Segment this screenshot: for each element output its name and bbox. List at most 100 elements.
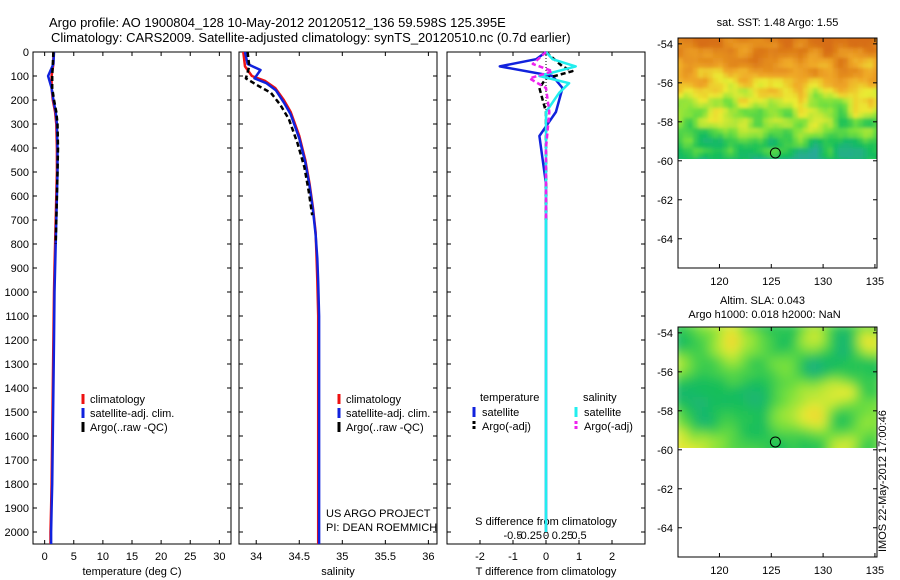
- heatmap-cell: [873, 83, 877, 89]
- heatmap-cell: [748, 352, 754, 358]
- heatmap-cell: [858, 38, 864, 44]
- heatmap-cell: [738, 402, 744, 408]
- heatmap-cell: [793, 437, 799, 443]
- heatmap-cell: [868, 332, 874, 338]
- heatmap-cell: [683, 422, 689, 428]
- x-tick-label: 2: [609, 551, 615, 563]
- heatmap-cell: [753, 417, 759, 423]
- heatmap-cell: [793, 427, 799, 433]
- heatmap-cell: [783, 103, 789, 109]
- heatmap-cell: [728, 53, 734, 59]
- heatmap-cell: [763, 327, 769, 333]
- heatmap-cell: [683, 432, 689, 438]
- heatmap-cell: [728, 158, 734, 159]
- heatmap-cell: [733, 128, 739, 134]
- heatmap-cell: [793, 432, 799, 438]
- heatmap-cell: [738, 93, 744, 99]
- series-line-salinity-argo-adj-: [528, 51, 554, 220]
- heatmap-cell: [688, 397, 694, 403]
- heatmap-cell: [813, 412, 819, 418]
- heatmap-cell: [823, 362, 829, 368]
- heatmap-cell: [783, 392, 789, 398]
- x-tick-label: 0: [543, 551, 549, 563]
- heatmap-cell: [828, 148, 834, 154]
- heatmap-cell: [858, 357, 864, 363]
- heatmap-cell: [793, 417, 799, 423]
- heatmap-cell: [758, 83, 764, 89]
- heatmap-cell: [853, 133, 859, 139]
- heatmap-cell: [833, 447, 839, 448]
- heatmap-cell: [848, 98, 854, 104]
- heatmap-cell: [808, 128, 814, 134]
- heatmap-cell: [843, 417, 849, 423]
- heatmap-cell: [718, 417, 724, 423]
- heatmap-cell: [828, 58, 834, 64]
- heatmap-cell: [768, 397, 774, 403]
- heatmap-cell: [733, 412, 739, 418]
- heatmap-cell: [758, 128, 764, 134]
- heatmap-cell: [773, 138, 779, 144]
- heatmap-cell: [843, 402, 849, 408]
- heatmap-cell: [703, 372, 709, 378]
- heatmap-cell: [728, 352, 734, 358]
- credit-project: US ARGO PROJECT: [326, 508, 431, 520]
- heatmap-cell: [823, 88, 829, 94]
- heatmap-cell: [783, 412, 789, 418]
- heatmap-cell: [783, 442, 789, 448]
- heatmap-cell: [793, 342, 799, 348]
- heatmap-cell: [873, 402, 877, 408]
- heatmap-cell: [698, 382, 704, 388]
- heatmap-cell: [848, 342, 854, 348]
- heatmap-cell: [808, 357, 814, 363]
- heatmap-cell: [733, 397, 739, 403]
- heatmap-cell: [793, 392, 799, 398]
- heatmap-cell: [758, 412, 764, 418]
- heatmap-cell: [728, 367, 734, 373]
- heatmap-cell: [778, 153, 784, 159]
- heatmap-cell: [818, 352, 824, 358]
- heatmap-cell: [823, 73, 829, 79]
- heatmap-cell: [768, 118, 774, 124]
- heatmap-cell: [848, 63, 854, 69]
- heatmap-cell: [783, 447, 789, 448]
- heatmap-cell: [758, 103, 764, 109]
- heatmap-cell: [738, 68, 744, 74]
- heatmap-cell: [718, 88, 724, 94]
- heatmap-cell: [718, 113, 724, 119]
- heatmap-cell: [853, 422, 859, 428]
- x-tick-label: 35.5: [375, 551, 396, 563]
- heatmap-cell: [823, 138, 829, 144]
- heatmap-cell: [878, 372, 884, 378]
- y-tick-label: 1700: [5, 455, 29, 467]
- heatmap-cell: [798, 407, 804, 413]
- heatmap-cell: [743, 357, 749, 363]
- heatmap-cell: [718, 442, 724, 448]
- heatmap-cell: [818, 158, 824, 159]
- heatmap-cell: [853, 38, 859, 44]
- heatmap-cell: [688, 407, 694, 413]
- heatmap-cell: [693, 118, 699, 124]
- heatmap-cell: [833, 153, 839, 159]
- heatmap-cell: [788, 342, 794, 348]
- heatmap-cell: [863, 372, 869, 378]
- map-title-line2: Argo h1000: 0.018 h2000: NaN: [688, 309, 840, 321]
- heatmap-cell: [683, 357, 689, 363]
- heatmap-cell: [783, 93, 789, 99]
- heatmap-cell: [733, 392, 739, 398]
- heatmap-cell: [713, 377, 719, 383]
- heatmap-cell: [698, 148, 704, 154]
- heatmap-cell: [873, 53, 877, 59]
- heatmap-cell: [728, 342, 734, 348]
- heatmap-cell: [853, 123, 859, 129]
- heatmap-cell: [808, 417, 814, 423]
- heatmap-cell: [838, 118, 844, 124]
- x-tick-label: 125: [762, 276, 780, 288]
- heatmap-cell: [803, 148, 809, 154]
- heatmap-cell: [723, 113, 729, 119]
- heatmap-cell: [678, 163, 684, 169]
- heatmap-cell: [868, 143, 874, 149]
- heatmap-cell: [708, 362, 714, 368]
- y-tick-label: -64: [657, 523, 673, 535]
- heatmap-cell: [863, 347, 869, 353]
- heatmap-cell: [868, 103, 874, 109]
